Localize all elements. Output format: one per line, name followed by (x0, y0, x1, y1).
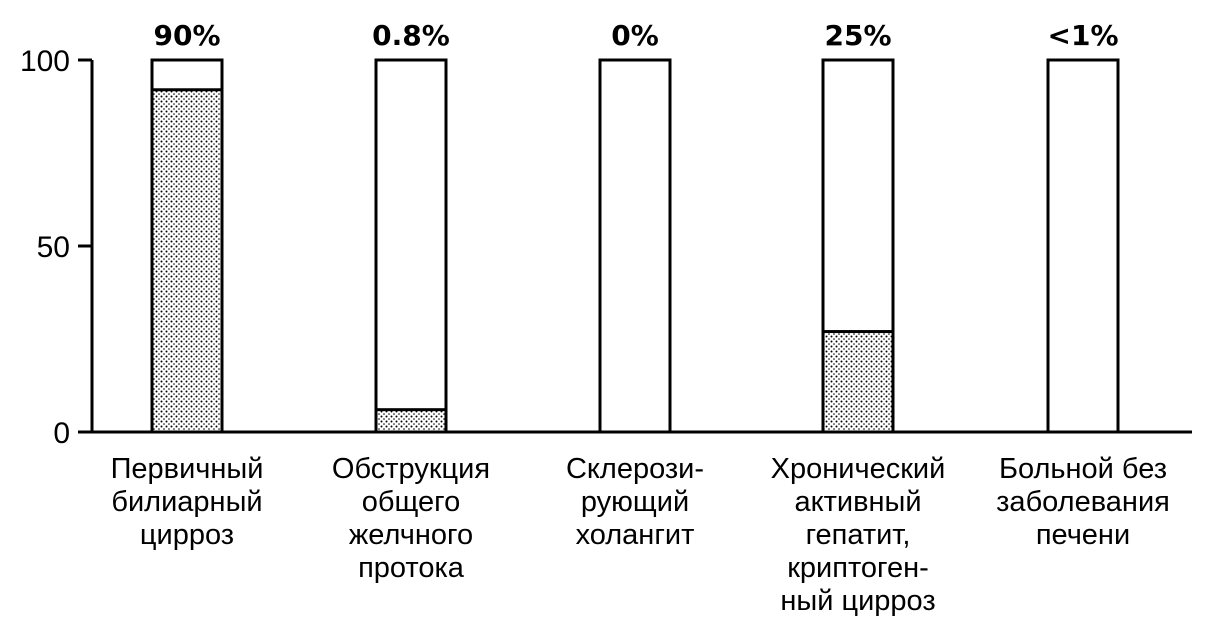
category-label: Склерози-рующий холангит (566, 453, 704, 551)
category-label-line: гепатит, (806, 519, 911, 551)
category-label-line: Больной без (999, 453, 1167, 485)
y-tick-label: 0 (53, 417, 70, 450)
bar-top-label: 0.8% (372, 19, 450, 52)
bar-fill (374, 408, 448, 434)
bar-outline (1046, 58, 1120, 434)
bar-outline (374, 58, 448, 434)
category-label-line: Склерози- (566, 453, 704, 485)
category-label-line: протока (358, 552, 465, 584)
category-label-line: Первичный (111, 453, 264, 485)
category-label-line: желчного (349, 519, 473, 551)
bar-fill (821, 330, 895, 434)
bar-top-label: 90% (153, 19, 220, 52)
category-label-line: криптоген- (787, 552, 929, 584)
category-label: Хронический активный гепатит, криптоген-ный… (771, 453, 946, 617)
y-tick-label: 50 (37, 231, 70, 264)
bar-top-label: 0% (611, 19, 659, 52)
category-label-line: цирроз (140, 519, 234, 551)
category-label-line: билиарный (111, 486, 262, 518)
category-label-line: холангит (576, 519, 695, 551)
bar-outline (598, 58, 672, 434)
y-tick-label: 100 (20, 45, 70, 78)
bar-top-label: <1% (1048, 19, 1119, 52)
bar-top-label: 25% (824, 19, 891, 52)
category-label-line: Обструкция (332, 453, 490, 485)
category-label: Обструкция общего желчного протока (332, 453, 490, 584)
category-label: Первичный билиарный цирроз (111, 453, 264, 551)
category-label: Больной без заболевания печени (996, 453, 1170, 551)
category-label-line: Хронический (771, 453, 946, 485)
category-label-line: рующий (581, 486, 689, 518)
category-label-line: общего (362, 486, 460, 518)
category-label-line: печени (1036, 519, 1130, 551)
category-label-line: ный цирроз (780, 585, 935, 617)
bar-fill (150, 88, 224, 434)
category-label-line: заболевания (996, 486, 1170, 518)
category-label-line: активный (794, 486, 921, 518)
